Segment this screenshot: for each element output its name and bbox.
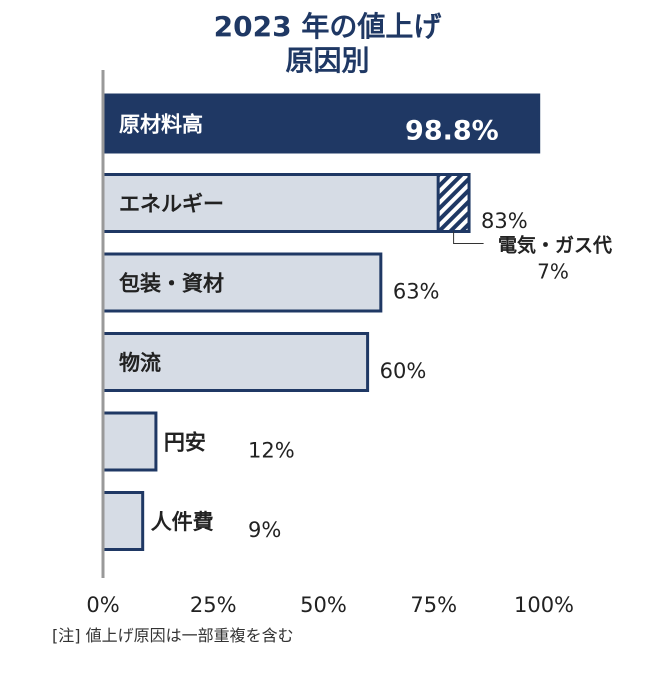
category-label-2: エネルギー <box>119 192 224 216</box>
sub-segment-electricity-gas <box>436 173 471 233</box>
sub-segment-value-label: 7% <box>537 260 569 284</box>
category-label-6: 人件費 <box>151 510 214 534</box>
footnote: [注] 値上げ原因は一部重複を含む <box>52 626 294 645</box>
sub-segment-leader-line <box>453 231 484 244</box>
category-label-4: 物流 <box>119 351 161 375</box>
bar-3 <box>101 252 383 313</box>
x-tick-label-1: 0% <box>86 593 119 617</box>
value-label-5: 12% <box>248 439 295 463</box>
chart-title-line-1: 2023 年の値上げ <box>213 10 442 43</box>
chart-title-line-2: 原因別 <box>285 44 370 77</box>
value-label-6: 9% <box>248 518 281 542</box>
bar-4 <box>101 332 370 392</box>
sub-segment-label: 電気・ガス代 <box>498 234 612 257</box>
bar-6 <box>101 491 145 551</box>
value-label-3: 63% <box>393 280 440 304</box>
x-tick-label-5: 100% <box>514 593 574 617</box>
value-label-4: 60% <box>380 359 427 383</box>
category-label-1: 原材料高 <box>119 113 203 137</box>
x-tick-label-2: 25% <box>190 593 237 617</box>
category-label-5: 円安 <box>164 431 206 455</box>
value-label-1: 98.8% <box>405 116 499 147</box>
bar-1 <box>101 93 541 154</box>
x-tick-label-3: 50% <box>300 593 347 617</box>
value-label-2: 83% <box>481 209 528 233</box>
category-label-3: 包装・資材 <box>119 272 224 296</box>
x-tick-label-4: 75% <box>410 593 457 617</box>
bar-5 <box>101 411 158 472</box>
